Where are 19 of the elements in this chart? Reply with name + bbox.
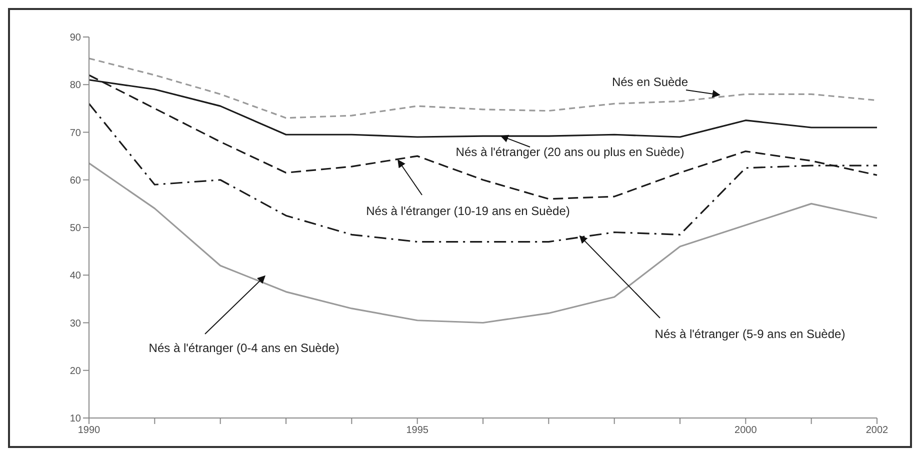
line-series xyxy=(88,162,878,324)
x-tick-label: 2002 xyxy=(866,425,889,436)
text: Nés à l'étranger (5-9 ans en Suède) xyxy=(654,327,846,341)
series-label: Nés en Suède xyxy=(612,75,688,89)
series-label: Nés à l'étranger (10-19 ans en Suède) xyxy=(366,204,570,218)
y-tick-label: 70 xyxy=(70,128,82,139)
y-tick-label: 40 xyxy=(70,270,82,282)
y-tick-label: 60 xyxy=(70,175,82,186)
y-tick-label: 90 xyxy=(70,32,82,44)
y-tick-label: 50 xyxy=(70,223,82,234)
text: Nés à l'étranger (0-4 ans en Suède) xyxy=(148,341,340,355)
x-tick-label: 2000 xyxy=(734,425,758,436)
legend-label: Nés à l'étranger (20 ans ou plus en Suède) xyxy=(456,145,684,159)
y-tick-label: 10 xyxy=(70,414,82,425)
y-tick-label: 30 xyxy=(70,318,82,330)
y-tick-label: 20 xyxy=(70,366,82,377)
x-tick-label: 1990 xyxy=(78,425,101,436)
x-tick-label: 1995 xyxy=(406,425,429,436)
y-tick-label: 80 xyxy=(70,80,82,92)
